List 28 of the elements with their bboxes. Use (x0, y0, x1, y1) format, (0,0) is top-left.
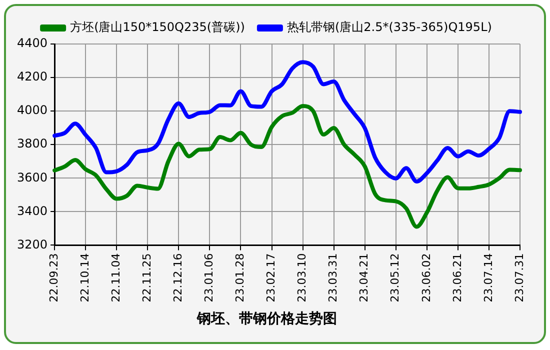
x-tick-label: 22.12.16 (172, 253, 185, 302)
y-tick-label: 3200 (16, 237, 48, 252)
y-tick-label: 4200 (16, 70, 48, 84)
y-tick-label: 4400 (16, 36, 48, 50)
line-series (52, 60, 522, 184)
y-tick-label: 3600 (16, 170, 48, 184)
x-tick-label: 23.04.21 (358, 253, 371, 302)
x-tick-label: 23.06.21 (450, 253, 464, 302)
x-tick-label: 23.02.17 (264, 253, 278, 302)
line-series (52, 104, 522, 229)
legend-label: 热轧带钢(唐山2.5*(335-365)Q195L) (286, 20, 492, 34)
x-tick-label: 23.01.06 (202, 253, 216, 302)
x-tick-label: 22.09.23 (47, 253, 60, 302)
x-tick-label: 23.07.14 (482, 253, 495, 302)
x-tick-label: 22.10.14 (78, 253, 92, 302)
x-tick-label: 23.06.02 (420, 253, 433, 302)
y-tick-label: 4000 (16, 103, 48, 118)
y-tick-label: 3800 (16, 136, 48, 151)
x-tick-label: 22.11.04 (109, 253, 122, 302)
x-tick-label: 23.07.31 (512, 253, 526, 302)
x-tick-label: 22.11.25 (140, 253, 154, 302)
x-tick-label: 23.03.10 (296, 253, 309, 302)
legend-label: 方坯(唐山150*150Q235(普碳)) (70, 20, 245, 34)
x-tick-label: 23.05.12 (388, 253, 402, 302)
x-tick-label: 23.01.28 (234, 253, 247, 302)
y-tick-label: 3400 (16, 204, 48, 218)
text: 钢坯、带钢价格走势图 (196, 311, 337, 328)
x-tick-label: 23.03.31 (326, 253, 340, 302)
